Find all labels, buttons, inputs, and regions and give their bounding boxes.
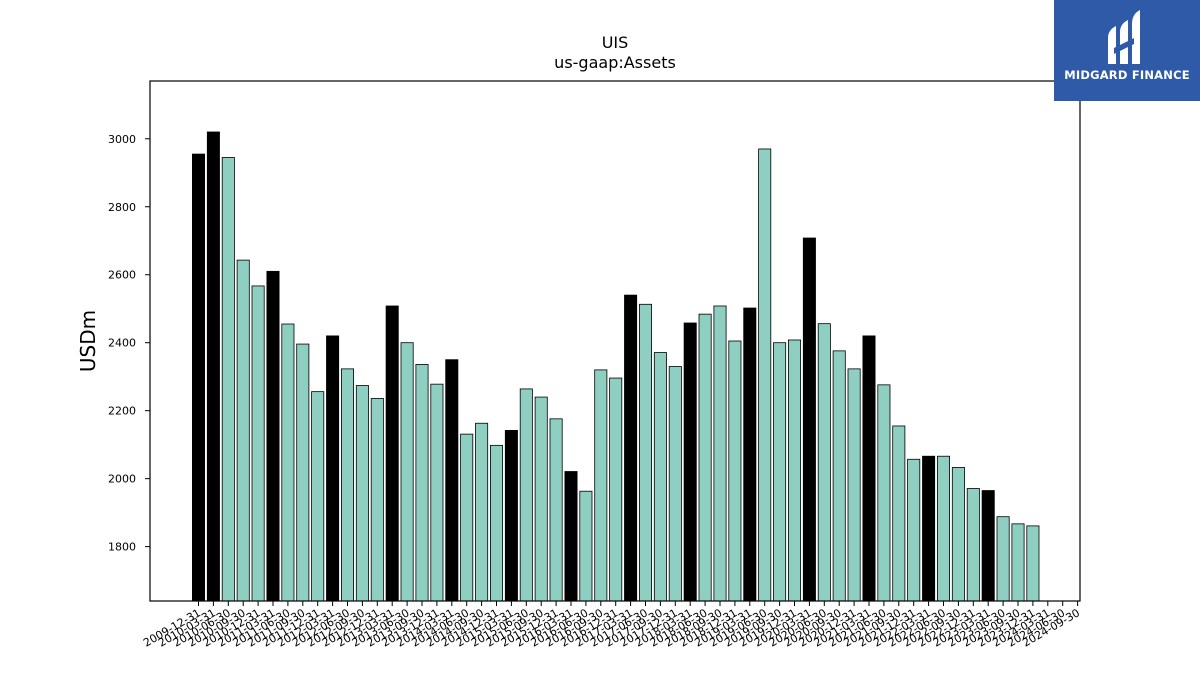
logo-name: MIDGARD FINANCE	[1064, 68, 1190, 82]
bar-2011-06-30	[281, 323, 295, 602]
bar-2011-09-30	[296, 343, 310, 602]
bar-2020-09-30	[832, 350, 846, 602]
bar-2021-12-31	[907, 458, 921, 602]
y-tick-label: 3000	[108, 133, 136, 146]
y-tick-label: 2200	[108, 405, 136, 418]
bar-2011-03-31	[266, 270, 280, 602]
y-tick-label: 2400	[108, 337, 136, 350]
bar-2012-03-31	[326, 335, 340, 602]
bar-2014-09-30	[475, 422, 489, 602]
bar-2015-06-30	[519, 388, 533, 602]
bar-2021-09-30	[892, 425, 906, 602]
bar-2016-09-30	[594, 369, 608, 602]
y-tick-label: 1800	[108, 541, 136, 554]
y-axis-label: USDm	[76, 310, 100, 372]
bar-2019-09-30	[773, 342, 787, 602]
y-axis: 1800 2000 2200 2400 2600 2800 3000	[108, 133, 150, 554]
bar-2020-03-31	[802, 237, 816, 602]
bar-2021-06-30	[877, 384, 891, 602]
bar-2023-03-31	[981, 490, 995, 602]
chart-title: UIS	[602, 33, 629, 52]
bar-2020-06-30	[817, 323, 831, 602]
bar-2021-03-31	[862, 335, 876, 602]
logo-mark-icon	[1108, 10, 1140, 64]
bar-2012-06-30	[340, 368, 354, 602]
y-tick-label: 2000	[108, 473, 136, 486]
bar-2016-03-31	[564, 471, 578, 602]
bar-2022-09-30	[951, 467, 965, 602]
bar-2016-12-31	[609, 377, 623, 602]
bar-2012-12-31	[370, 398, 384, 602]
bar-2018-03-31	[683, 322, 697, 602]
chart-subtitle: us-gaap:Assets	[554, 53, 676, 72]
bar-2016-06-30	[579, 490, 593, 602]
bar-2020-12-31	[847, 368, 861, 602]
x-axis: 2009-12-312010-03-312010-06-302010-09-30…	[141, 601, 1082, 650]
bar-2013-06-30	[400, 342, 414, 602]
bar-2010-12-31	[251, 285, 265, 602]
bar-2018-12-31	[728, 340, 742, 602]
bar-2013-12-31	[430, 383, 444, 602]
bar-2015-12-31	[549, 418, 563, 602]
bar-2023-09-30	[1011, 523, 1025, 602]
bar-2011-12-31	[311, 391, 325, 602]
bar-2012-09-30	[355, 385, 369, 602]
bar-2022-06-30	[937, 455, 951, 602]
bar-2015-03-31	[504, 429, 518, 602]
plot-frame	[149, 80, 1081, 602]
bar-2009-12-31	[191, 153, 205, 602]
bar-2017-09-30	[653, 352, 667, 602]
bar-2013-03-31	[385, 305, 399, 602]
bar-2014-12-31	[489, 444, 503, 602]
y-tick-label: 2800	[108, 201, 136, 214]
bar-2018-09-30	[713, 305, 727, 602]
bar-2023-06-30	[996, 516, 1010, 602]
bar-2017-06-30	[639, 303, 653, 602]
bar-2014-03-31	[445, 359, 459, 602]
bar-2022-03-31	[922, 455, 936, 602]
bar-2015-09-30	[534, 396, 548, 602]
bar-2017-03-31	[624, 294, 638, 602]
bar-2019-03-31	[743, 307, 757, 602]
bar-2017-12-31	[668, 366, 682, 602]
y-tick-label: 2600	[108, 269, 136, 282]
bar-2010-09-30	[236, 259, 250, 602]
bar-2023-12-31	[1026, 525, 1040, 602]
bar-2019-06-30	[758, 148, 772, 602]
bar-series	[191, 131, 1040, 602]
bar-2019-12-31	[788, 339, 802, 602]
bar-2013-09-30	[415, 364, 429, 602]
bar-2010-06-30	[221, 157, 235, 602]
bar-2022-12-31	[966, 488, 980, 602]
bar-2018-06-30	[698, 313, 712, 602]
bar-2010-03-31	[206, 131, 220, 602]
bar-2014-06-30	[460, 433, 474, 602]
brand-logo: MIDGARD FINANCE	[1054, 0, 1200, 101]
